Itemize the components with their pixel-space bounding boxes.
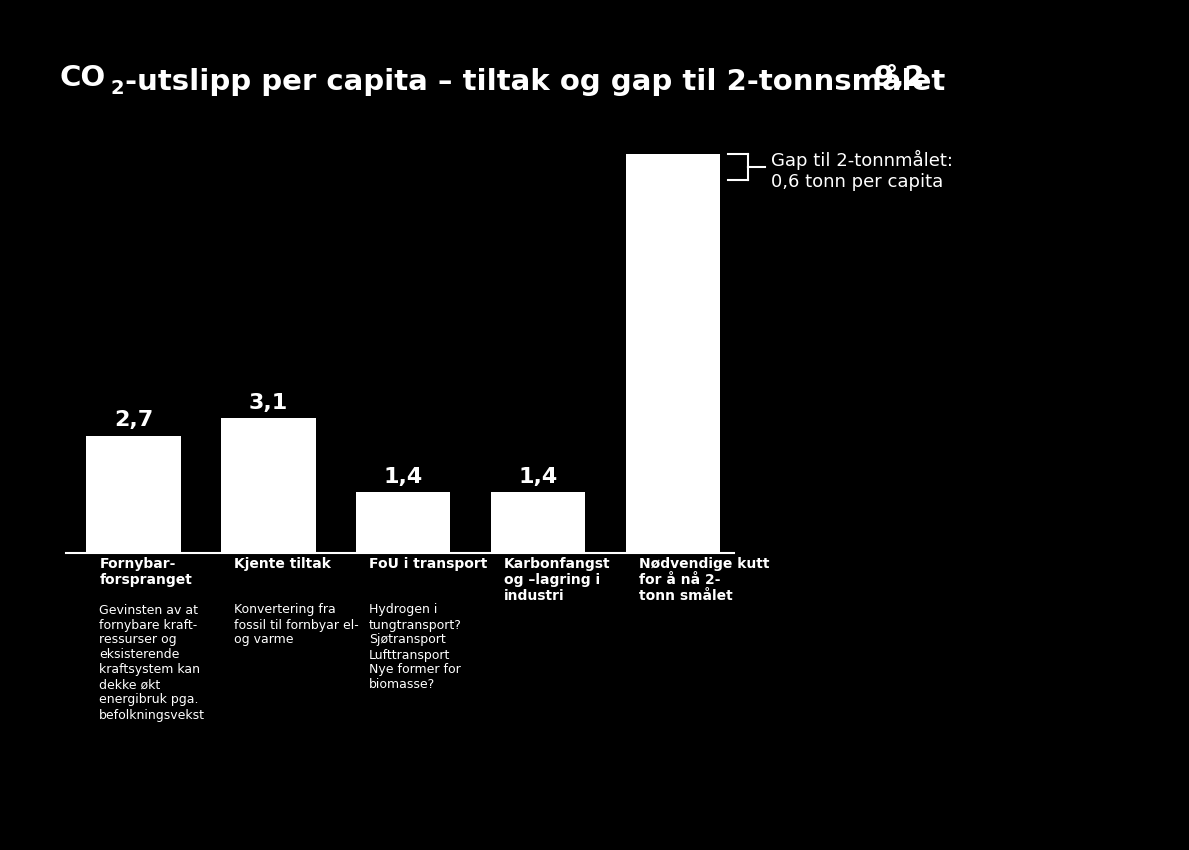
Text: 1,4: 1,4: [384, 467, 423, 487]
Bar: [491, 492, 585, 552]
Text: -utslipp per capita – tiltak og gap til 2-tonnsmålet: -utslipp per capita – tiltak og gap til …: [125, 64, 945, 96]
Bar: [625, 154, 721, 552]
Text: CO: CO: [59, 64, 106, 92]
Text: Nødvendige kutt
for å nå 2-
tonn smålet: Nødvendige kutt for å nå 2- tonn smålet: [638, 557, 769, 604]
Text: 2: 2: [111, 79, 124, 98]
Text: 1,4: 1,4: [518, 467, 558, 487]
Text: Karbonfangst
og –lagring i
industri: Karbonfangst og –lagring i industri: [504, 557, 610, 604]
Bar: [356, 492, 451, 552]
Text: Gevinsten av at
fornybare kraft-
ressurser og
eksisterende
kraftsystem kan
dekke: Gevinsten av at fornybare kraft- ressurs…: [100, 604, 206, 722]
Text: 3,1: 3,1: [249, 393, 288, 413]
Text: 2,7: 2,7: [114, 411, 153, 430]
Text: FoU i transport: FoU i transport: [369, 557, 487, 570]
Text: Hydrogen i
tungtransport?
Sjøtransport
Lufttransport
Nye former for
biomasse?: Hydrogen i tungtransport? Sjøtransport L…: [369, 604, 461, 692]
Bar: [87, 435, 181, 552]
Text: Kjente tiltak: Kjente tiltak: [234, 557, 331, 570]
Bar: [221, 418, 315, 552]
Text: 9,2: 9,2: [874, 64, 925, 92]
Text: Konvertering fra
fossil til fornbyar el-
og varme: Konvertering fra fossil til fornbyar el-…: [234, 604, 359, 647]
Text: Gap til 2-tonnmålet:: Gap til 2-tonnmålet:: [772, 150, 954, 170]
Text: Fornybar-
forspranget: Fornybar- forspranget: [100, 557, 193, 587]
Text: 0,6 tonn per capita: 0,6 tonn per capita: [772, 173, 944, 191]
